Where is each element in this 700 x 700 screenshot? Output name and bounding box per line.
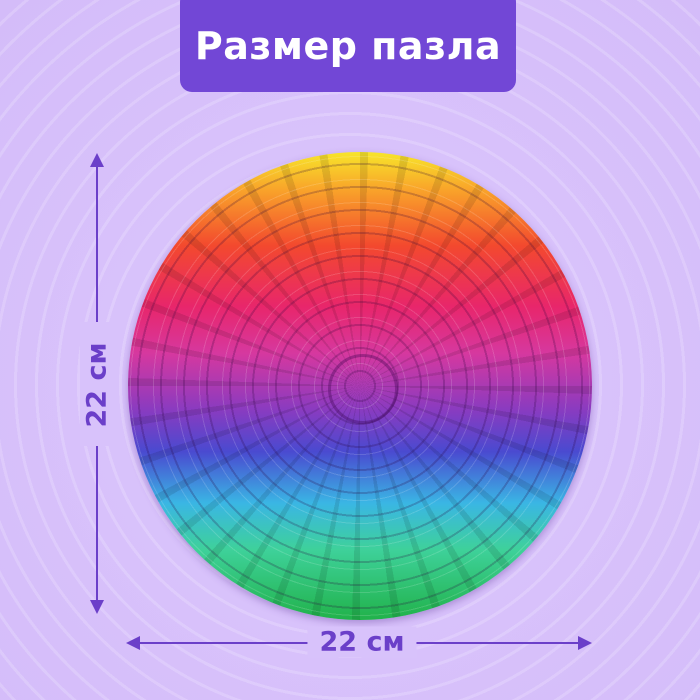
page-title: Размер пазла — [194, 24, 502, 68]
title-banner: Размер пазла — [180, 0, 516, 92]
mandala-center — [328, 354, 398, 424]
puzzle-image — [128, 152, 592, 620]
width-label: 22 см — [307, 626, 417, 658]
height-arrow-gap — [80, 322, 114, 446]
height-label: 22 см — [81, 342, 113, 428]
